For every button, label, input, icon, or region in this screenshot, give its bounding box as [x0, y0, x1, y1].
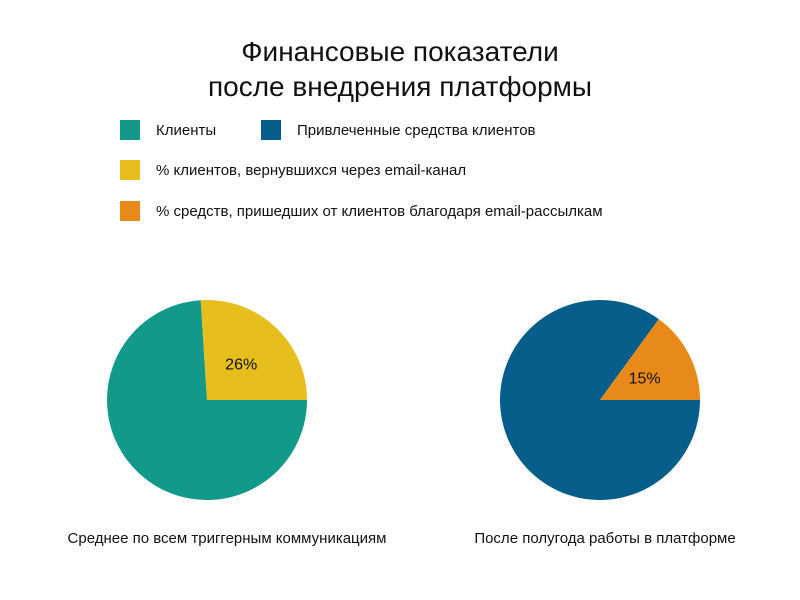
legend-item-email-funds: % средств, пришедших от клиентов благода…	[120, 200, 603, 222]
legend-swatch-funds	[261, 120, 281, 140]
legend-item-email-clients: % клиентов, вернувшихся через email-кана…	[120, 159, 466, 181]
pie-1-slice-1	[107, 300, 307, 501]
legend-swatch-email-clients	[120, 160, 140, 180]
pie-2-slice-1	[500, 300, 700, 501]
legend-item-clients: Клиенты	[120, 119, 216, 141]
legend-label-email-funds: % средств, пришедших от клиентов благода…	[156, 202, 603, 220]
pie-2-slice-2	[600, 319, 700, 400]
legend-item-funds: Привлеченные средства клиентов	[261, 119, 536, 141]
legend-swatch-clients	[120, 120, 140, 140]
pie-caption-2: После полугода работы в платформе	[474, 530, 736, 547]
pie-1-slice-2	[200, 300, 307, 400]
chart-title-line-1: Финансовые показатели	[241, 36, 559, 67]
legend-swatch-email-funds	[120, 201, 140, 221]
pie-1-data-label: 26%	[225, 357, 257, 374]
chart-title: Финансовые показатели после внедрения пл…	[0, 34, 800, 104]
legend-label-email-clients: % клиентов, вернувшихся через email-кана…	[156, 161, 467, 179]
legend-label-clients: Клиенты	[156, 121, 217, 139]
pie-2-data-label: 15%	[629, 370, 661, 387]
legend-label-funds: Привлеченные средства клиентов	[297, 121, 536, 139]
pie-caption-1: Среднее по всем триггерным коммуникациям	[67, 530, 387, 547]
chart-title-line-2: после внедрения платформы	[207, 71, 593, 102]
